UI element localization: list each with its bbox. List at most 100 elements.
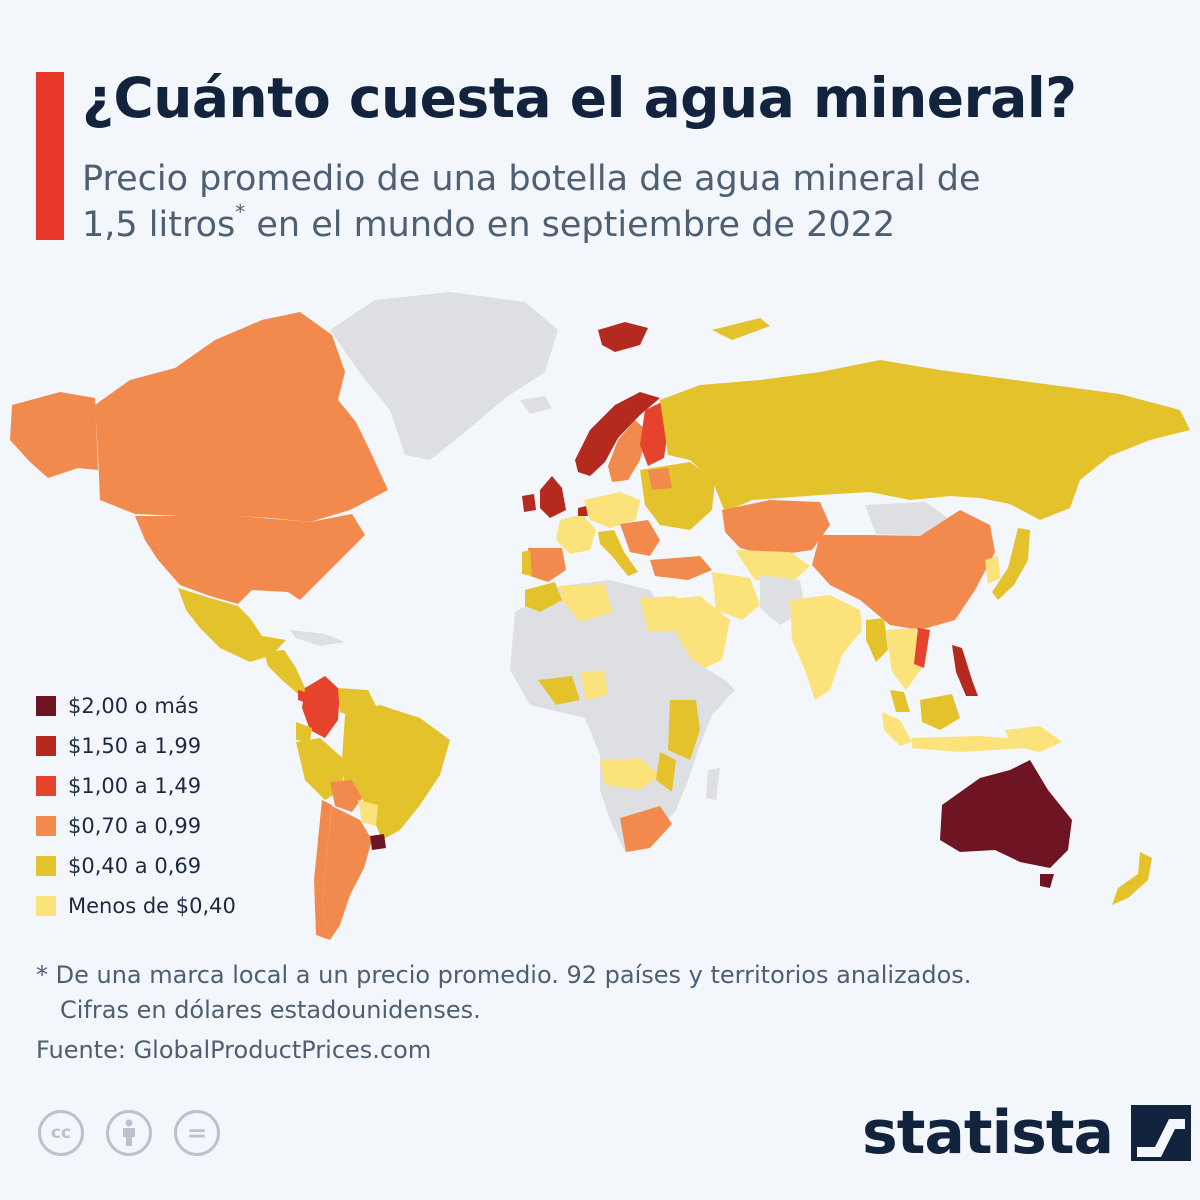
region-mozambique [656, 752, 676, 792]
region-malaysia [890, 690, 910, 712]
region-korea [985, 556, 1000, 584]
legend-item: $1,50 a 1,99 [36, 726, 236, 766]
legend-swatch [36, 776, 56, 796]
license-icons: cc = [38, 1110, 220, 1156]
region-baltics [648, 468, 672, 490]
region-greenland [330, 292, 558, 460]
legend-item: $0,40 a 0,69 [36, 846, 236, 886]
legend-swatch [36, 896, 56, 916]
region-canada [95, 312, 388, 522]
region-australia [940, 760, 1072, 868]
region-argentina [322, 806, 372, 940]
region-ireland [522, 494, 536, 512]
region-kazakhstan [722, 500, 830, 556]
region-morocco [525, 582, 562, 612]
source-note: Fuente: GlobalProductPrices.com [36, 1036, 432, 1064]
region-italy [598, 530, 638, 576]
page-title: ¿Cuánto cuesta el agua mineral? [82, 66, 1077, 130]
region-borneo [920, 694, 960, 730]
region-china [812, 510, 995, 630]
region-indonesia [882, 712, 1030, 752]
region-vietnam [914, 628, 930, 668]
region-colombia [302, 676, 340, 738]
legend-label: $1,50 a 1,99 [68, 734, 202, 758]
region-iberia [528, 548, 566, 582]
region-south-africa [620, 806, 672, 852]
footnote-line-2: Cifras en dólares estadounidenses. [60, 996, 481, 1024]
region-new-guinea [1005, 726, 1062, 752]
region-usa [135, 514, 365, 604]
region-central-europe [584, 492, 640, 528]
region-ecuador [296, 722, 312, 742]
no-derivatives-icon[interactable]: = [174, 1110, 220, 1156]
map-legend: $2,00 o más $1,50 a 1,99 $1,00 a 1,49 $0… [36, 686, 236, 926]
legend-label: Menos de $0,40 [68, 894, 236, 918]
region-turkey [650, 556, 712, 580]
legend-item: $1,00 a 1,49 [36, 766, 236, 806]
region-nigeria [580, 670, 608, 700]
region-myanmar [866, 618, 888, 662]
world-map [10, 292, 1190, 940]
legend-label: $2,00 o más [68, 694, 199, 718]
region-japan [992, 528, 1030, 600]
subtitle-line-1: Precio promedio de una botella de agua m… [82, 159, 981, 199]
region-indochina [886, 628, 922, 690]
cc-icon[interactable]: cc [38, 1110, 84, 1156]
footnote: * De una marca local a un precio promedi… [36, 958, 1176, 1028]
subtitle-line-2a: 1,5 litros [82, 205, 236, 245]
region-russia [660, 360, 1190, 520]
legend-label: $1,00 a 1,49 [68, 774, 202, 798]
region-svalbard [598, 322, 648, 352]
region-chile [314, 800, 332, 940]
legend-item: $0,70 a 0,99 [36, 806, 236, 846]
region-egypt [640, 596, 680, 632]
region-west-africa [538, 676, 580, 705]
region-iran [712, 572, 760, 620]
statista-logo[interactable]: statista [862, 1098, 1193, 1168]
region-tasmania [1040, 874, 1054, 888]
region-alaska [10, 392, 98, 478]
attribution-icon[interactable] [106, 1110, 152, 1156]
region-paraguay [358, 800, 378, 826]
legend-swatch [36, 856, 56, 876]
region-uk [540, 476, 566, 518]
region-caribbean [290, 630, 345, 646]
region-benelux [578, 506, 588, 516]
region-algeria [560, 584, 612, 622]
region-india [790, 595, 862, 700]
legend-label: $0,40 a 0,69 [68, 854, 202, 878]
region-new-zealand [1112, 852, 1152, 905]
statista-logo-icon [1131, 1105, 1192, 1161]
region-mexico [178, 588, 286, 662]
region-iceland [520, 396, 552, 414]
region-portugal [522, 550, 532, 576]
region-norway [575, 392, 660, 476]
region-kenya-tanzania [668, 700, 700, 760]
legend-item: Menos de $0,40 [36, 886, 236, 926]
legend-swatch [36, 696, 56, 716]
region-bolivia [330, 780, 362, 812]
region-balkans [620, 520, 660, 556]
region-africa [510, 580, 735, 852]
region-mongolia [865, 502, 948, 536]
region-angola-zambia [600, 758, 660, 790]
subtitle-line-2b: en el mundo en septiembre de 2022 [245, 205, 896, 245]
region-madagascar [706, 768, 720, 800]
subtitle-asterisk: * [235, 200, 246, 224]
region-france [556, 514, 596, 554]
brand-name: statista [862, 1098, 1114, 1168]
region-sweden [608, 420, 648, 482]
legend-item: $2,00 o más [36, 686, 236, 726]
legend-swatch [36, 736, 56, 756]
region-central-asia [735, 550, 810, 584]
legend-label: $0,70 a 0,99 [68, 814, 202, 838]
region-central-america [264, 650, 306, 694]
footnote-line-1: * De una marca local a un precio promedi… [36, 961, 972, 989]
page-subtitle: Precio promedio de una botella de agua m… [82, 156, 1082, 248]
region-novaya-zemlya [712, 318, 770, 340]
region-uruguay [370, 834, 386, 850]
region-finland [640, 402, 668, 466]
title-accent-bar [36, 72, 64, 240]
region-philippines [952, 645, 978, 696]
legend-swatch [36, 816, 56, 836]
